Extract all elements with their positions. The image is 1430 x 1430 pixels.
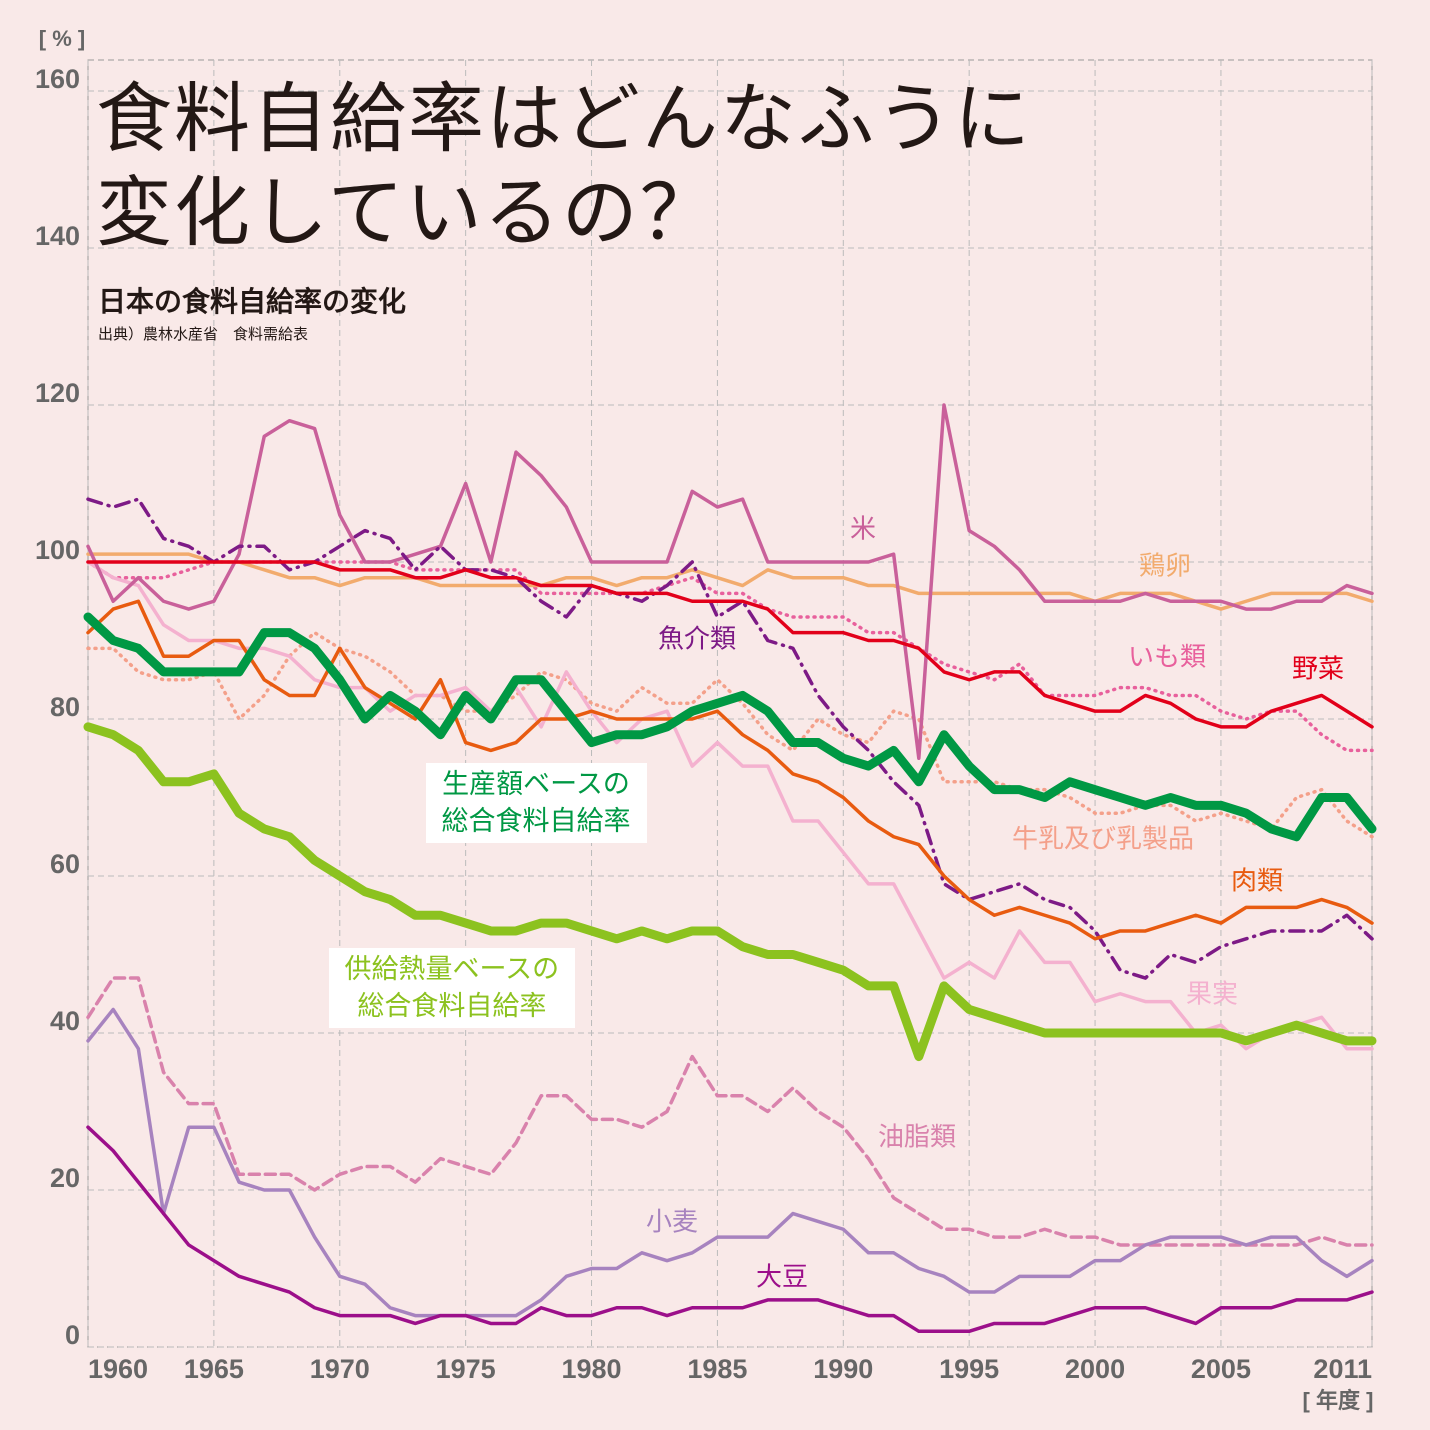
y-tick-label: 0 [65,1320,80,1350]
series-label: 供給熱量ベースの 総合食料自給率 [328,948,576,1028]
title: 食料自給率はどんなふうに 変化しているの？ [96,74,1032,257]
y-tick-label: 100 [35,535,80,565]
series-label: 鶏卵 [1139,552,1191,582]
x-tick-label: 1965 [184,1354,244,1384]
x-tick-label: 1990 [813,1354,873,1384]
series-label: 小麦 [646,1208,698,1238]
x-axis-label: [ 年度 ] [1303,1388,1374,1413]
y-tick-label: 40 [50,1006,80,1036]
x-tick-label: 1980 [561,1354,621,1384]
series-line [86,1007,1374,1318]
subtitle: 日本の食料自給率の変化 [98,285,407,318]
y-tick-label: 120 [35,378,80,408]
series-label: いも類 [1128,643,1206,673]
series-line [86,497,1374,980]
series-label: 生産額ベースの 総合食料自給率 [425,763,647,843]
x-tick-label: 1970 [310,1354,370,1384]
x-tick-label: 1960 [88,1354,148,1384]
series-line [86,560,1374,1051]
series-line [86,552,1374,611]
y-axis-label: [ % ] [39,26,85,51]
x-tick-label: 1985 [687,1354,747,1384]
source: 出典）農林水産省 食料需給表 [98,325,309,343]
series-line [86,560,1374,729]
series-line [83,612,1377,842]
x-tick-label: 1975 [436,1354,496,1384]
series-line [86,599,1374,941]
series-label: 大豆 [756,1263,808,1293]
series-line [86,403,1374,760]
series-label: 肉類 [1231,867,1283,897]
series-label: 牛乳及び乳製品 [1012,825,1194,855]
series-label: 油脂類 [878,1123,956,1153]
y-tick-label: 20 [50,1163,80,1193]
series-line [86,560,1374,753]
x-tick-label: 2005 [1191,1354,1251,1384]
series-label: 野菜 [1292,655,1344,685]
series-label: 米 [850,515,876,545]
x-tick-label: 2000 [1065,1354,1125,1384]
series-line [86,1125,1374,1334]
y-tick-label: 140 [35,221,80,251]
x-tick-label: 2011 [1313,1354,1372,1384]
series-line [86,976,1374,1247]
series-label: 果実 [1186,980,1238,1010]
x-tick-label: 1995 [939,1354,999,1384]
series-label: 魚介類 [658,625,736,655]
series-line [83,722,1377,1062]
y-tick-label: 60 [50,849,80,879]
y-tick-label: 160 [35,64,80,94]
y-tick-label: 80 [50,692,80,722]
